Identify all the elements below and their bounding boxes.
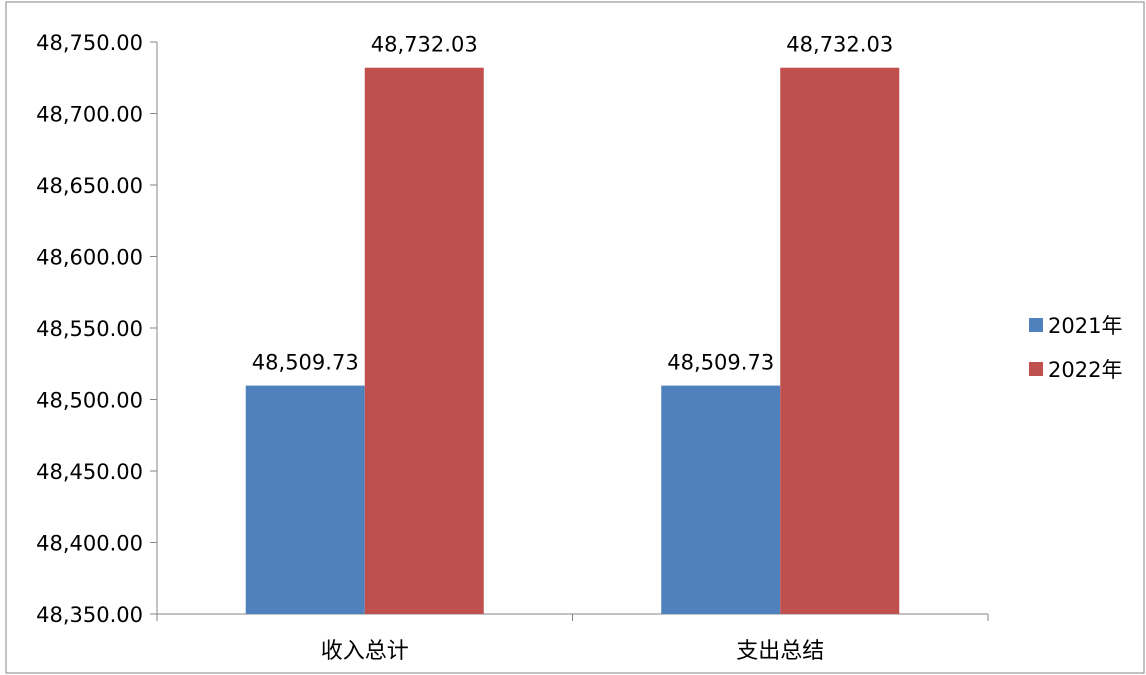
legend-swatch [1029, 318, 1043, 332]
data-label: 48,509.73 [667, 351, 774, 375]
bar-2021-0 [245, 385, 365, 614]
bar-2021-1 [661, 385, 781, 614]
data-label: 48,509.73 [252, 351, 359, 375]
x-category-label: 收入总计 [321, 639, 409, 664]
y-tick-label: 48,450.00 [36, 460, 143, 484]
y-tick-label: 48,350.00 [36, 603, 143, 627]
data-label: 48,732.03 [371, 33, 478, 57]
legend-label: 2022年 [1048, 358, 1122, 382]
x-category-label: 支出总结 [736, 639, 824, 664]
data-label: 48,732.03 [786, 33, 893, 57]
legend-swatch [1029, 362, 1043, 376]
y-tick-label: 48,400.00 [36, 532, 143, 556]
y-tick-label: 48,500.00 [36, 389, 143, 413]
y-tick-label: 48,700.00 [36, 103, 143, 127]
legend-label: 2021年 [1048, 314, 1122, 338]
bar-2022-1 [780, 67, 900, 615]
y-tick-label: 48,600.00 [36, 246, 143, 270]
chart-border [5, 1, 1145, 674]
bar-2022-0 [364, 67, 484, 615]
y-tick-label: 48,650.00 [36, 174, 143, 198]
y-tick-label: 48,750.00 [36, 31, 143, 55]
y-tick-label: 48,550.00 [36, 317, 143, 341]
